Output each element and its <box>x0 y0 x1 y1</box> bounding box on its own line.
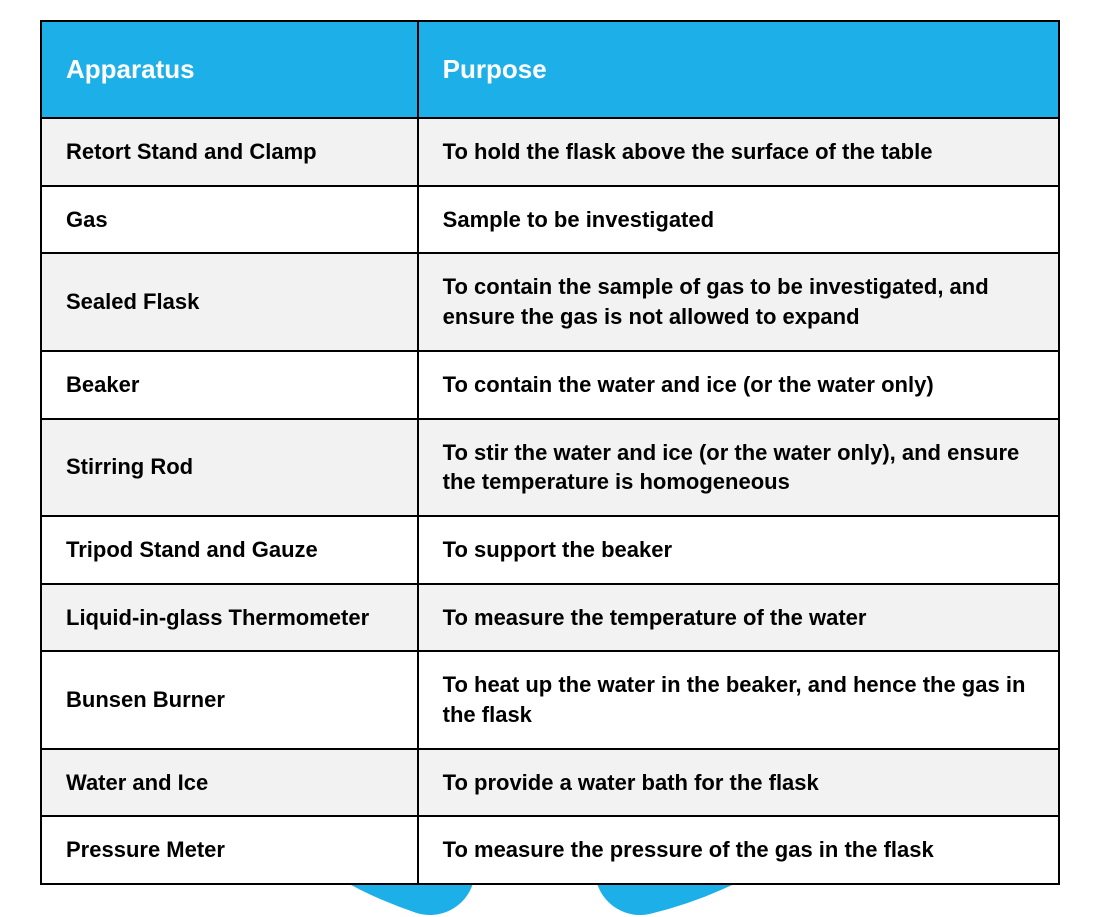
table-row: Stirring Rod To stir the water and ice (… <box>41 419 1059 516</box>
cell-apparatus: Retort Stand and Clamp <box>41 118 418 186</box>
cell-apparatus: Bunsen Burner <box>41 651 418 748</box>
table-row: Pressure Meter To measure the pressure o… <box>41 816 1059 884</box>
cell-apparatus: Stirring Rod <box>41 419 418 516</box>
cell-apparatus: Tripod Stand and Gauze <box>41 516 418 584</box>
cell-apparatus: Beaker <box>41 351 418 419</box>
table-body: Retort Stand and Clamp To hold the flask… <box>41 118 1059 884</box>
cell-purpose: To measure the temperature of the water <box>418 584 1059 652</box>
apparatus-table-container: Apparatus Purpose Retort Stand and Clamp… <box>40 20 1060 885</box>
table-row: Retort Stand and Clamp To hold the flask… <box>41 118 1059 186</box>
table-row: Bunsen Burner To heat up the water in th… <box>41 651 1059 748</box>
cell-purpose: To provide a water bath for the flask <box>418 749 1059 817</box>
table-row: Liquid-in-glass Thermometer To measure t… <box>41 584 1059 652</box>
cell-apparatus: Water and Ice <box>41 749 418 817</box>
header-purpose: Purpose <box>418 21 1059 118</box>
table-row: Sealed Flask To contain the sample of ga… <box>41 253 1059 350</box>
cell-purpose: Sample to be investigated <box>418 186 1059 254</box>
cell-apparatus: Liquid-in-glass Thermometer <box>41 584 418 652</box>
table-row: Beaker To contain the water and ice (or … <box>41 351 1059 419</box>
table-row: Water and Ice To provide a water bath fo… <box>41 749 1059 817</box>
cell-purpose: To stir the water and ice (or the water … <box>418 419 1059 516</box>
table-row: Gas Sample to be investigated <box>41 186 1059 254</box>
cell-apparatus: Gas <box>41 186 418 254</box>
cell-purpose: To heat up the water in the beaker, and … <box>418 651 1059 748</box>
cell-apparatus: Pressure Meter <box>41 816 418 884</box>
apparatus-table: Apparatus Purpose Retort Stand and Clamp… <box>40 20 1060 885</box>
header-apparatus: Apparatus <box>41 21 418 118</box>
cell-purpose: To contain the water and ice (or the wat… <box>418 351 1059 419</box>
cell-purpose: To hold the flask above the surface of t… <box>418 118 1059 186</box>
table-header-row: Apparatus Purpose <box>41 21 1059 118</box>
cell-purpose: To measure the pressure of the gas in th… <box>418 816 1059 884</box>
table-row: Tripod Stand and Gauze To support the be… <box>41 516 1059 584</box>
cell-apparatus: Sealed Flask <box>41 253 418 350</box>
cell-purpose: To support the beaker <box>418 516 1059 584</box>
cell-purpose: To contain the sample of gas to be inves… <box>418 253 1059 350</box>
